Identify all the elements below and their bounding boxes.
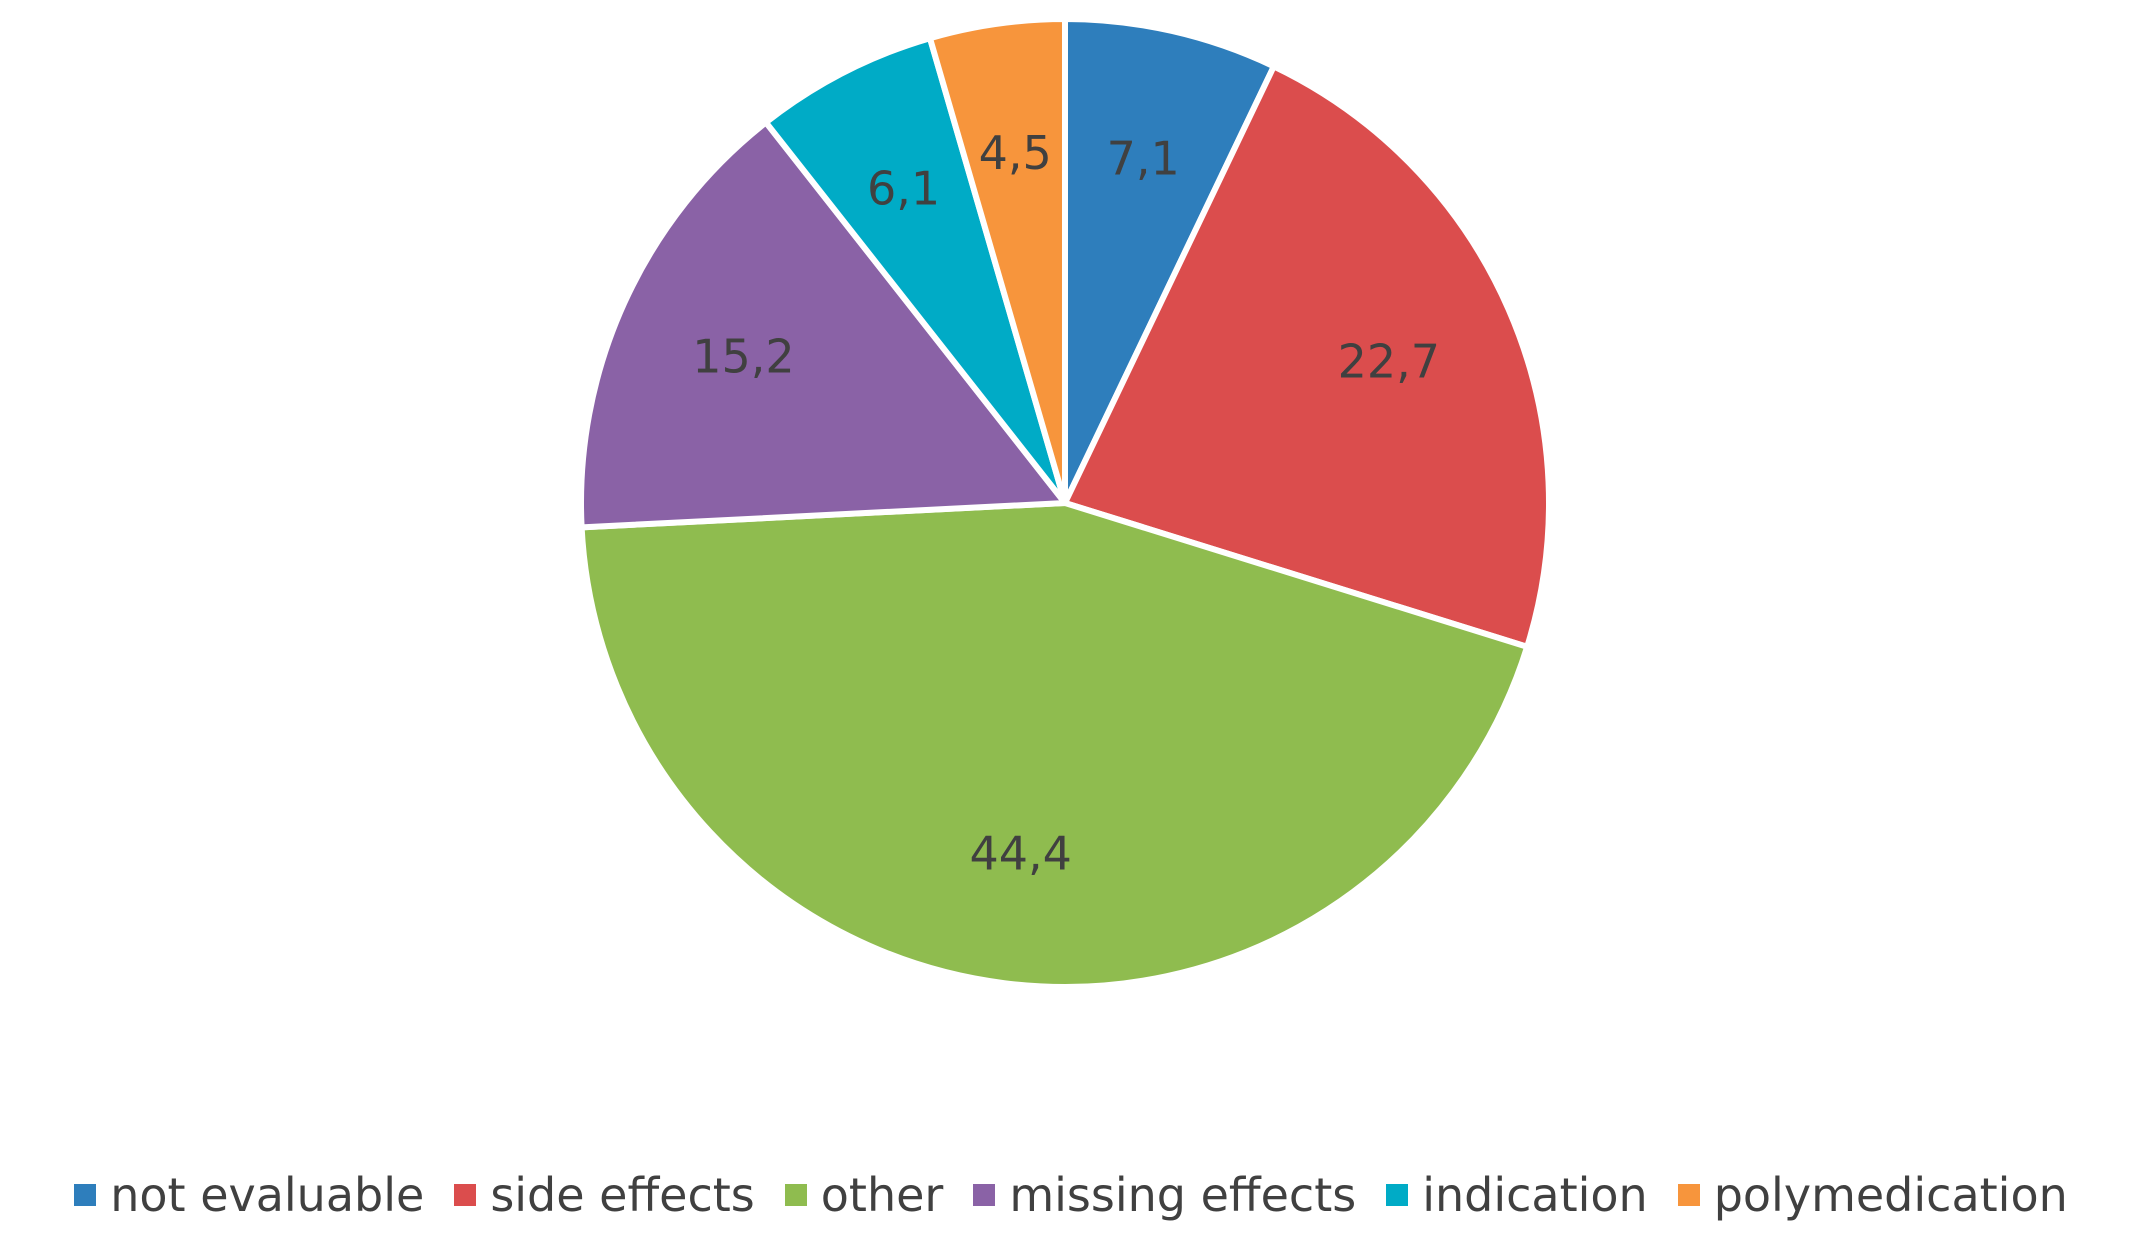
legend-item-indication: indication <box>1386 1168 1648 1222</box>
legend-swatch-other <box>784 1184 807 1206</box>
chart-legend: not evaluable side effects other missing ef… <box>0 1160 2142 1230</box>
legend-item-missing-effects: missing effects <box>973 1168 1356 1222</box>
data-label-polymedication: 4,5 <box>979 126 1052 180</box>
legend-item-not-evaluable: not evaluable <box>74 1168 424 1222</box>
legend-item-side-effects: side effects <box>454 1168 755 1222</box>
legend-swatch-indication <box>1386 1184 1409 1206</box>
legend-swatch-not-evaluable <box>74 1184 97 1206</box>
legend-label-other: other <box>820 1168 944 1222</box>
pie-slice-other <box>578 500 1531 990</box>
legend-swatch-polymedication <box>1677 1184 1700 1206</box>
pie-slice-missing-effects <box>578 119 1068 531</box>
pie-slice-polymedication <box>926 16 1068 506</box>
data-label-other: 44,4 <box>970 827 1072 881</box>
data-label-missing-effects: 15,2 <box>692 330 794 384</box>
legend-swatch-missing-effects <box>973 1184 996 1206</box>
legend-label-side-effects: side effects <box>490 1168 755 1222</box>
data-label-side-effects: 22,7 <box>1338 335 1440 389</box>
legend-label-not-evaluable: not evaluable <box>110 1168 425 1222</box>
data-label-not-evaluable: 7,1 <box>1107 131 1180 185</box>
legend-label-polymedication: polymedication <box>1713 1168 2068 1222</box>
pie-slice-not-evaluable <box>1062 16 1277 506</box>
pie-slices <box>578 16 1552 990</box>
legend-label-missing-effects: missing effects <box>1009 1168 1357 1222</box>
legend-item-polymedication: polymedication <box>1677 1168 2068 1222</box>
legend-item-other: other <box>784 1168 944 1222</box>
legend-label-indication: indication <box>1422 1168 1648 1222</box>
pie-slice-side-effects <box>1062 63 1552 650</box>
pie-slice-indication <box>762 35 1068 506</box>
data-label-indication: 6,1 <box>867 162 940 216</box>
legend-swatch-side-effects <box>454 1184 477 1206</box>
pie-data-labels: 7,1 22,7 44,4 15,2 6,1 4,5 <box>692 126 1440 880</box>
